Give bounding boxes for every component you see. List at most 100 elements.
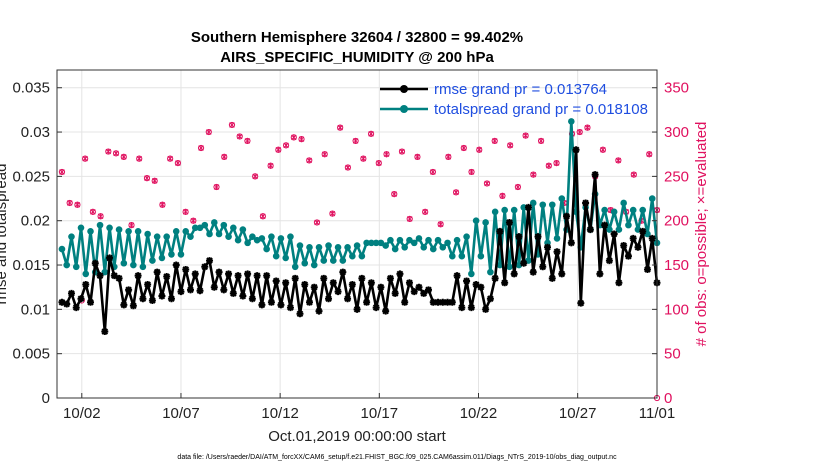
rmse-data-point [120,301,128,309]
obs-evaluated-point [128,222,135,229]
rmse-data-point [63,300,71,308]
totalspread-data-point [191,224,199,232]
legend-spread-label: totalspread grand pr = 0.018108 [434,101,648,118]
rmse-data-point [153,268,161,276]
totalspread-data-point [520,204,528,211]
obs-evaluated-point [352,137,359,144]
y-axis-label-left: rmse and totalspread [0,164,10,305]
y-tick-label-right: 0 [664,390,672,407]
rmse-data-point [548,274,556,282]
rmse-data-point [453,272,461,280]
totalspread-data-point [506,263,513,271]
obs-evaluated-point [360,155,367,162]
rmse-data-point [491,274,499,282]
obs-evaluated-point [275,146,282,153]
rmse-data-point [505,218,513,226]
totalspread-data-point [601,206,608,214]
obs-evaluated-point [66,199,73,206]
rmse-data-point [396,270,404,278]
obs-evaluated-point [522,132,529,139]
rmse-data-point [225,270,233,278]
obs-evaluated-point [121,153,127,160]
totalspread-data-point [644,230,651,238]
totalspread-data-point [334,243,342,251]
totalspread-data-point [396,236,404,244]
totalspread-data-point [387,236,394,244]
totalspread-data-point [358,252,366,260]
rmse-data-point [648,234,656,242]
y-tick-label-right: 200 [664,213,689,230]
rmse-data-point [605,257,613,265]
rmse-data-point [286,304,294,312]
totalspread-data-point [301,259,309,267]
rmse-data-point [582,199,590,207]
obs-evaluated-point [461,145,467,152]
y-tick-label-left: 0.02 [21,213,50,230]
y-tick-label-left: 0.005 [12,346,50,363]
totalspread-data-point [401,243,409,251]
rmse-data-point [620,242,628,250]
totalspread-data-point [201,221,209,229]
totalspread-data-point [553,235,561,242]
rmse-data-point [591,171,599,179]
obs-evaluated-point [167,155,173,162]
rmse-data-point [372,304,380,312]
rmse-data-point [220,286,228,294]
obs-evaluated-point [329,210,336,217]
totalspread-data-point [63,261,71,269]
totalspread-data-point [220,221,228,229]
obs-evaluated-point [391,191,398,198]
totalspread-data-point [96,221,104,229]
rmse-data-point [567,239,575,247]
rmse-data-point [520,259,528,267]
totalspread-data-point [263,245,270,253]
rmse-data-point [458,304,466,312]
rmse-data-point [263,272,271,280]
rmse-data-point [434,298,442,306]
rmse-data-point [282,279,290,287]
obs-evaluated-point [600,146,606,153]
totalspread-data-point [177,251,185,258]
obs-evaluated-point [646,151,653,158]
obs-evaluated-point [244,137,251,144]
rmse-data-point [529,268,537,276]
obs-evaluated-point [90,208,96,215]
rmse-data-point [586,226,594,234]
rmse-data-point [139,295,147,303]
totalspread-data-point [444,239,451,247]
rmse-data-point [501,279,509,287]
totalspread-data-point [258,235,266,242]
rmse-data-point [296,310,304,318]
x-tick-label: 10/12 [261,405,299,422]
obs-evaluated-point [345,164,351,171]
y-tick-label-left: 0.03 [21,124,50,141]
totalspread-data-point [420,243,428,251]
obs-evaluated-point [190,217,197,224]
obs-evaluated-point [175,160,181,167]
rmse-data-point [496,227,504,235]
totalspread-data-point [82,270,90,278]
totalspread-data-point [368,239,375,247]
obs-evaluated-point [159,201,166,208]
obs-evaluated-point [383,151,390,158]
rmse-data-point [258,301,266,309]
totalspread-data-point [391,245,399,253]
rmse-data-point [615,279,623,287]
rmse-data-point [277,301,285,309]
obs-evaluated-point [406,215,413,222]
obs-evaluated-point [445,153,452,160]
totalspread-data-point [215,230,223,238]
totalspread-data-point [158,254,166,262]
totalspread-data-point [477,252,485,260]
y-tick-label-left: 0.025 [12,168,50,185]
chart-title: Southern Hemisphere 32604 / 32800 = 99.4… [191,29,523,46]
rmse-data-point [77,295,85,303]
rmse-data-point [129,302,137,310]
totalspread-data-point [382,242,389,249]
x-tick-label: 10/22 [460,405,498,422]
rmse-data-point [382,307,390,315]
rmse-data-point [477,283,485,291]
rmse-data-point [391,289,399,297]
totalspread-data-point [529,199,537,207]
